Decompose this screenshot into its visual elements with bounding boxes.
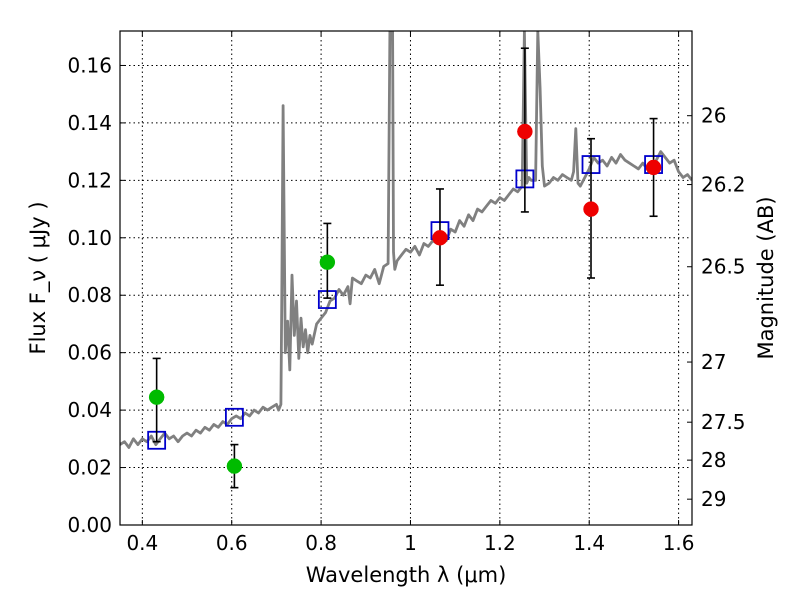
y-tick-label: 0.14 [67, 111, 112, 135]
observed-point-marker [432, 230, 448, 246]
spectrum-layer [120, 31, 692, 449]
data-point [226, 443, 243, 489]
data-point [319, 222, 336, 299]
y-tick-label: 0.08 [67, 283, 112, 307]
x-tick-label: 0.6 [216, 531, 248, 555]
observed-point-marker [645, 159, 662, 176]
y-tick-label: 0.16 [67, 53, 112, 77]
x-tick-label: 1 [404, 531, 417, 555]
observed-point-marker [517, 123, 533, 140]
data-point [432, 188, 448, 286]
grid [120, 31, 692, 525]
spectrum-line [120, 31, 692, 449]
y-tick-label: 0.04 [67, 398, 112, 422]
x-tick-label: 0.4 [126, 531, 158, 555]
data-point [517, 47, 533, 213]
y-tick-label: 0.10 [67, 226, 112, 250]
observed-point-marker [583, 201, 599, 217]
y2-axis-label: Magnitude (AB) [754, 196, 778, 359]
x-tick-label: 1.2 [484, 531, 516, 555]
y2-tick-label: 26.5 [701, 255, 746, 279]
plot-frame [119, 30, 693, 526]
observed-point-marker [148, 389, 165, 405]
observed-point-marker [226, 458, 243, 474]
y-tick-label: 0.12 [67, 168, 112, 192]
ticks [120, 31, 692, 526]
data-point [583, 137, 599, 279]
tick-labels: 0.4 0.6 0.8 1 1.2 1.4 1.6 0.00 0.02 0.04 0.06 0.08 0… [67, 53, 745, 555]
y2-tick-label: 29 [701, 487, 726, 511]
x-axis-label: Wavelength λ (μm) [306, 563, 507, 587]
plot-area [120, 31, 692, 525]
y2-tick-label: 27.5 [701, 410, 746, 434]
x-tick-label: 1.6 [663, 531, 695, 555]
y-tick-label: 0.00 [67, 513, 112, 537]
y2-tick-label: 26.2 [701, 173, 746, 197]
marker-layer [147, 47, 663, 489]
y2-tick-label: 27 [701, 350, 726, 374]
y-tick-label: 0.02 [67, 456, 112, 480]
observed-point-marker [319, 254, 336, 270]
data-point [645, 117, 662, 218]
y-tick-label: 0.06 [67, 341, 112, 365]
y-axis-label: Flux F_ν ( μJy ) [26, 201, 51, 354]
x-tick-label: 1.4 [573, 531, 605, 555]
y2-tick-label: 28 [701, 448, 726, 472]
data-point [148, 357, 165, 443]
x-tick-label: 0.8 [305, 531, 337, 555]
model-square-marker [224, 407, 244, 427]
y2-tick-label: 26 [701, 104, 726, 128]
